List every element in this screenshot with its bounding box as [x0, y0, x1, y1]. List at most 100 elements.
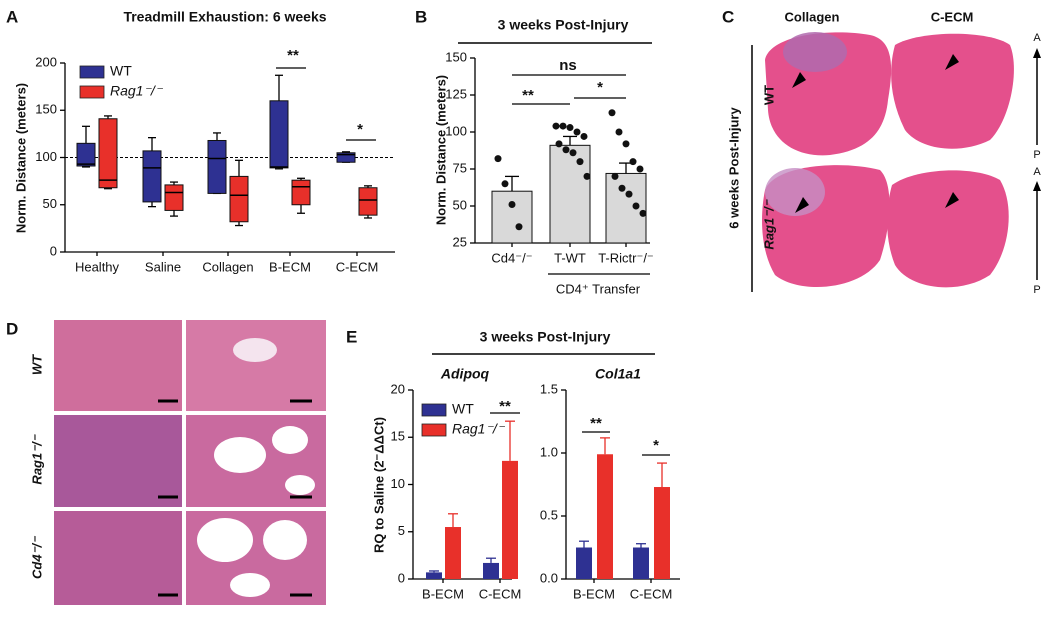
x-tick-label: T-Rictr⁻/⁻: [598, 250, 654, 265]
y-tick-label: 0: [50, 243, 57, 258]
tissue: [891, 33, 1014, 149]
fat-vacuole: [263, 520, 307, 560]
tissue: [887, 170, 1009, 288]
orientation-label: A: [1033, 166, 1041, 178]
chart-subtitle: Adipoq: [440, 366, 490, 382]
row-label: WT: [761, 85, 776, 105]
bar: [633, 547, 649, 579]
significance: *: [597, 79, 603, 96]
data-point: [552, 122, 560, 130]
box: [336, 152, 356, 163]
x-tick-label: Saline: [145, 259, 181, 274]
data-point: [629, 158, 637, 166]
data-point: [515, 223, 523, 231]
box: [269, 100, 289, 169]
significance: **: [522, 87, 534, 104]
data-point: [555, 140, 563, 148]
y-tick-label: 150: [445, 49, 467, 64]
x-tick-label: C-ECM: [630, 586, 673, 601]
bar: [576, 547, 592, 579]
arrowhead: [945, 54, 959, 70]
panel-letter: A: [6, 7, 18, 26]
fat-vacuole: [230, 573, 270, 597]
group-label: CD4⁺ Transfer: [556, 281, 641, 296]
data-point: [562, 146, 570, 154]
significance: **: [287, 47, 299, 64]
y-tick-label: 150: [35, 102, 57, 117]
legend-swatch: [421, 403, 447, 417]
side-label: 6 weeks Post-Injury: [726, 107, 741, 229]
orientation-label: P: [1033, 284, 1040, 296]
y-tick-label: 125: [445, 86, 467, 101]
y-tick-label: 10: [391, 476, 405, 491]
data-point: [622, 140, 630, 148]
chart-subtitle: Col1a1: [595, 366, 641, 382]
y-tick-label: 100: [35, 149, 57, 164]
bar: [491, 190, 533, 244]
bar: [549, 144, 591, 244]
legend-label: WT: [452, 401, 474, 417]
bar: [597, 454, 613, 579]
x-tick-label: B-ECM: [422, 586, 464, 601]
panel-letter: D: [6, 319, 18, 338]
fat-vacuole: [272, 426, 308, 454]
data-point: [625, 190, 633, 198]
bar: [502, 460, 518, 579]
row-label: WT: [29, 354, 44, 375]
orientation-label: P: [1033, 149, 1040, 161]
box: [142, 150, 162, 203]
y-tick-label: 0.0: [540, 570, 558, 585]
chart-title: Treadmill Exhaustion: 6 weeks: [123, 9, 326, 25]
data-point: [566, 124, 574, 132]
y-tick-label: 1.0: [540, 444, 558, 459]
significance: **: [590, 415, 602, 432]
x-tick-label: C-ECM: [479, 586, 522, 601]
data-point: [618, 184, 626, 192]
significance: **: [499, 398, 511, 415]
column-label: C-ECM: [931, 9, 974, 24]
fat-vacuole: [214, 437, 266, 473]
orientation-arrowhead: [1033, 48, 1041, 58]
x-tick-label: T-WT: [554, 250, 586, 265]
data-point: [636, 165, 644, 173]
panel-d-images: D WT Rag1⁻/⁻ Cd4⁻/⁻: [6, 319, 326, 605]
box: [291, 179, 311, 206]
y-tick-label: 200: [35, 54, 57, 69]
bar: [605, 172, 647, 244]
arrowhead: [795, 197, 809, 213]
panel-e-title: 3 weeks Post-Injury: [480, 329, 611, 345]
y-tick-label: 5: [398, 523, 405, 538]
data-point: [611, 172, 619, 180]
y-tick-label: 100: [445, 123, 467, 138]
panel-letter: B: [415, 7, 427, 26]
y-tick-label: 50: [453, 197, 467, 212]
data-point: [608, 109, 616, 117]
box: [207, 139, 227, 194]
data-point: [615, 128, 623, 136]
data-point: [494, 155, 502, 163]
row-label: Cd4⁻/⁻: [29, 535, 44, 579]
panel-letter: C: [722, 7, 734, 26]
box: [229, 175, 249, 223]
y-tick-label: 25: [453, 234, 467, 249]
micrograph: [54, 511, 182, 605]
x-tick-label: B-ECM: [573, 586, 615, 601]
arrowhead: [792, 72, 806, 88]
bar: [483, 562, 499, 579]
panel-letter: E: [346, 327, 357, 346]
row-label: Rag1⁻/⁻: [761, 198, 776, 249]
fat-vacuole: [285, 475, 315, 495]
y-tick-label: 20: [391, 381, 405, 396]
x-tick-label: Cd4⁻/⁻: [491, 250, 532, 265]
data-point: [632, 202, 640, 210]
data-point: [569, 149, 577, 157]
micrograph: [54, 320, 182, 411]
box: [76, 142, 96, 167]
data-point: [639, 209, 647, 217]
y-axis-label: Norm. Distance (meters): [433, 75, 448, 225]
legend-label: Rag1⁻/⁻: [110, 83, 164, 99]
x-tick-label: Collagen: [202, 259, 253, 274]
data-point: [508, 201, 516, 209]
chart-title: 3 weeks Post-Injury: [498, 17, 629, 33]
